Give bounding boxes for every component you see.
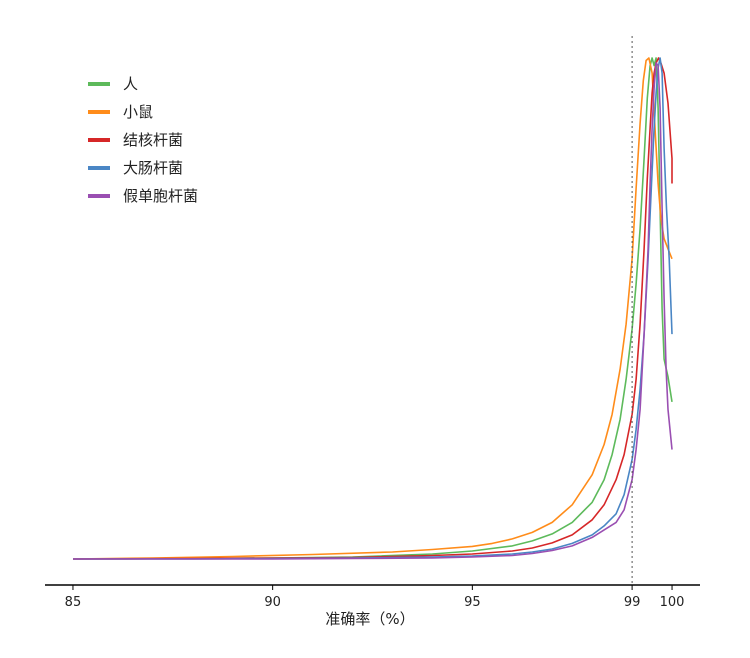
series-line-4 <box>73 62 673 560</box>
series-layer <box>72 57 673 560</box>
legend-label-4: 假单胞杆菌 <box>123 187 198 205</box>
legend-label-3: 大肠杆菌 <box>123 159 183 177</box>
legend-label-2: 结核杆菌 <box>123 131 183 149</box>
x-tick-label-0: 85 <box>65 595 82 610</box>
series-line-1 <box>72 57 673 560</box>
x-axis-ticks: 85 90 95 99 100 <box>65 585 685 610</box>
series-line-3 <box>73 57 673 560</box>
x-axis-title: 准确率（%） <box>325 610 414 628</box>
series-line-0 <box>72 57 673 560</box>
x-tick-label-4: 100 <box>660 595 685 610</box>
legend-label-1: 小鼠 <box>123 103 153 121</box>
x-tick-label-3: 99 <box>624 595 641 610</box>
x-tick-label-2: 95 <box>464 595 481 610</box>
legend-label-0: 人 <box>123 75 138 93</box>
x-tick-label-1: 90 <box>264 595 281 610</box>
